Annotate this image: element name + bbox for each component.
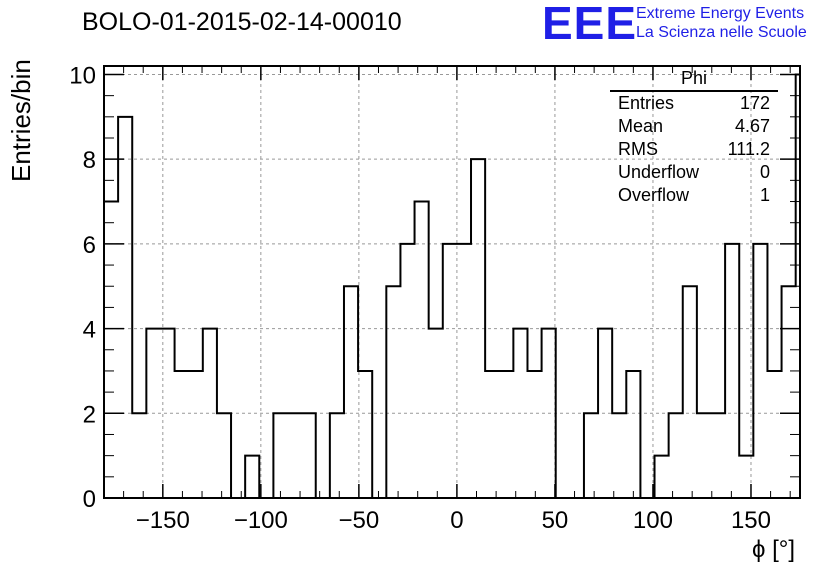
y-tick-label: 10 (69, 62, 96, 89)
stats-value: 111.2 (727, 139, 770, 159)
eee-logo: EEE (542, 0, 638, 49)
y-axis-label: Entries/bin (6, 59, 36, 182)
x-axis-label: ϕ [°] (752, 536, 796, 563)
stats-label: Underflow (618, 162, 700, 182)
y-tick-label: 8 (83, 147, 96, 174)
histogram-line (103, 73, 801, 499)
stats-row: RMS 111.2 (610, 138, 778, 161)
stats-label: RMS (618, 139, 658, 159)
x-tick-label: −100 (234, 507, 288, 534)
y-tick-label: 2 (83, 401, 96, 428)
x-tick-label: 50 (542, 507, 569, 534)
y-tick-label: 0 (83, 486, 96, 513)
x-tick-label: 100 (633, 507, 673, 534)
stats-row: Mean 4.67 (610, 115, 778, 138)
stats-value: 172 (739, 93, 770, 113)
axis-ticks (104, 66, 800, 499)
y-tick-label: 6 (83, 232, 96, 259)
stats-label: Overflow (618, 185, 690, 205)
x-tick-label: −50 (339, 507, 380, 534)
stats-label: Mean (618, 116, 664, 136)
chart-title: BOLO-01-2015-02-14-00010 (82, 8, 402, 36)
x-tick-label: 0 (450, 507, 463, 534)
logo-line-2: La Scienza nelle Scuole (636, 24, 807, 41)
stats-value: 4.67 (734, 116, 770, 136)
y-tick-label: 4 (83, 317, 96, 344)
stats-label: Entries (618, 93, 675, 113)
logo-line-1: Extreme Energy Events (636, 5, 805, 22)
stats-row: Entries 172 (610, 92, 778, 115)
stats-value: 0 (759, 162, 770, 182)
stats-row: Overflow 1 (610, 184, 778, 207)
x-tick-label: 150 (731, 507, 771, 534)
stats-box: Phi Entries 172 Mean 4.67 RMS 111.2 Underfl… (610, 68, 778, 207)
logo-caption: Extreme Energy Events La Scienza nelle S… (636, 4, 807, 42)
grid-lines (104, 66, 800, 499)
stats-title: Phi (610, 68, 778, 92)
plot-frame (103, 65, 801, 499)
stats-value: 1 (759, 185, 770, 205)
stats-row: Underflow 0 (610, 161, 778, 184)
x-tick-label: −150 (136, 507, 190, 534)
